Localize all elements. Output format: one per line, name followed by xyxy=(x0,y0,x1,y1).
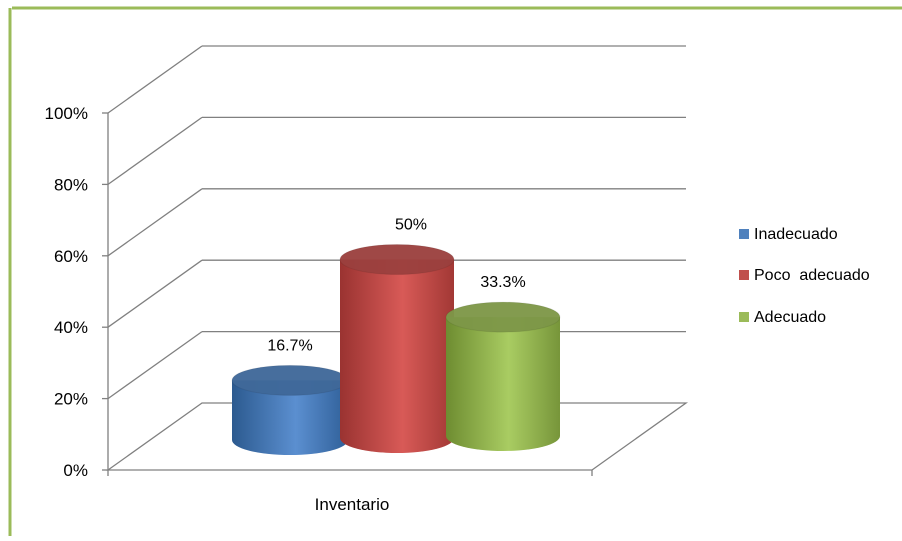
floor xyxy=(105,402,689,471)
axis-layer: 0% 20% 40% 60% 80% 100% xyxy=(45,104,593,480)
y-tick-label: 40% xyxy=(54,318,88,337)
y-tick-label: 80% xyxy=(54,175,88,194)
data-label-poco-adecuado: 50% xyxy=(395,217,427,234)
legend-swatch-poco-adecuado xyxy=(739,270,749,280)
legend-swatch-adecuado xyxy=(739,312,749,322)
legend-label-adecuado: Adecuado xyxy=(754,309,826,326)
x-tick-label: Inventario xyxy=(315,495,390,514)
legend: Inadecuado Poco adecuado Adecuado xyxy=(739,226,870,326)
bar-inadecuado xyxy=(232,380,348,455)
y-tick-label: 20% xyxy=(54,390,88,409)
data-label-inadecuado: 16.7% xyxy=(267,337,312,354)
y-tick-label: 60% xyxy=(54,247,88,266)
side-gridline xyxy=(107,188,203,257)
legend-label-inadecuado: Inadecuado xyxy=(754,226,838,243)
bar-adecuado xyxy=(446,317,560,451)
side-gridline xyxy=(107,259,203,328)
bar-top-shade-inadecuado xyxy=(232,365,348,396)
bar-top-shade-adecuado xyxy=(446,302,560,333)
labels-layer: 16.7% 50% 33.3% xyxy=(267,217,525,355)
y-tick-label: 0% xyxy=(63,461,88,480)
data-label-adecuado: 33.3% xyxy=(480,274,525,291)
bar-top-shade-poco-adecuado xyxy=(340,244,454,275)
bar-top-adecuado xyxy=(445,301,561,333)
bar-top-poco-adecuado xyxy=(339,244,455,275)
bars-layer xyxy=(231,244,561,455)
side-gridline xyxy=(107,116,203,185)
side-gridline xyxy=(107,45,203,114)
bar-poco-adecuado xyxy=(340,259,454,453)
y-tick-label: 100% xyxy=(45,104,88,123)
side-gridline xyxy=(107,331,203,400)
legend-label-poco-adecuado: Poco adecuado xyxy=(754,267,870,284)
legend-swatch-inadecuado xyxy=(739,229,749,239)
